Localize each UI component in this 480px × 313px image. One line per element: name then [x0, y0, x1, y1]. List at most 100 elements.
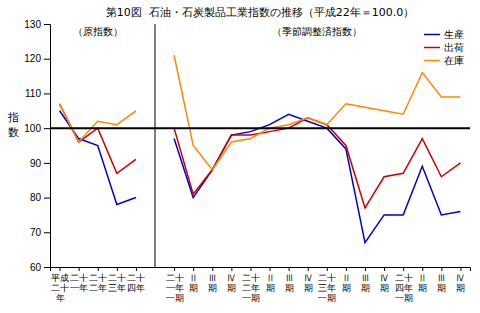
y-tick: 130: [24, 19, 50, 30]
x-axis: 平成二十年二十一年二十二年二十三年二十四年二十一年一期Ⅱ期Ⅲ期Ⅳ期二十二年一期Ⅱ…: [51, 267, 471, 303]
x-tick-mark: [441, 267, 442, 271]
x-tick: 二十三年一期: [318, 267, 336, 303]
y-tick-mark: [44, 93, 50, 94]
x-tick-mark: [60, 267, 61, 271]
reference-line: [50, 127, 470, 129]
y-tick: 100: [24, 123, 50, 134]
x-tick: 二十四年: [127, 267, 145, 293]
y-tick-mark: [44, 163, 50, 164]
x-tick-label: 平成二十年: [51, 273, 69, 303]
legend-label: 在庫: [444, 55, 464, 66]
y-tick-mark: [44, 24, 50, 25]
y-tick-mark: [44, 198, 50, 199]
x-tick-label: Ⅳ期: [456, 273, 465, 293]
x-tick-label: Ⅱ期: [266, 273, 275, 293]
x-tick-mark: [308, 267, 309, 271]
y-tick: 120: [24, 53, 50, 64]
y-tick-label: 100: [24, 123, 41, 134]
x-tick-mark: [403, 267, 404, 271]
plot-area: [50, 55, 470, 242]
series-line: [60, 104, 461, 208]
y-tick-mark: [44, 128, 50, 129]
x-tick-label: Ⅳ期: [380, 273, 389, 293]
x-tick: 平成二十年: [51, 267, 69, 303]
x-tick-label: 二十二年: [89, 273, 107, 293]
x-tick: Ⅲ期: [208, 267, 217, 293]
legend-swatch: [424, 47, 440, 49]
x-tick-mark: [270, 267, 271, 271]
y-tick: 60: [30, 262, 50, 273]
y-tick: 110: [25, 88, 50, 99]
x-tick-label: 二十三年一期: [318, 273, 336, 303]
annotation: （原指数）: [73, 26, 123, 37]
x-tick: Ⅲ期: [361, 267, 370, 293]
legend-swatch: [424, 34, 440, 36]
x-tick-mark: [231, 267, 232, 271]
x-axis-line: [51, 268, 471, 272]
x-tick: Ⅳ期: [380, 267, 389, 293]
y-axis-title: 指数: [7, 111, 19, 138]
x-tick-mark: [98, 267, 99, 271]
x-tick-label: 二十二年一期: [242, 273, 260, 303]
x-tick-mark: [289, 267, 290, 271]
x-tick-mark: [212, 267, 213, 271]
x-tick-mark: [79, 267, 80, 271]
x-tick-label: Ⅲ期: [285, 273, 294, 293]
legend-label: 生産: [444, 29, 464, 40]
y-tick-label: 70: [30, 227, 42, 238]
title: 第10図 石油・石炭製品工業指数の推移（平成22年＝100.0）: [106, 6, 414, 19]
x-tick: Ⅲ期: [285, 267, 294, 293]
x-tick-label: Ⅲ期: [361, 273, 370, 293]
x-tick: Ⅲ期: [437, 267, 446, 293]
series-line: [60, 111, 461, 243]
x-tick-mark: [193, 267, 194, 271]
x-tick-label: Ⅳ期: [304, 273, 313, 293]
x-tick-mark: [174, 267, 175, 271]
x-tick-label: 二十一年: [70, 273, 88, 293]
y-tick: 70: [30, 227, 50, 238]
x-tick-mark: [136, 267, 137, 271]
x-tick: 二十一年一期: [166, 267, 184, 303]
x-tick: 二十一年: [70, 267, 88, 293]
y-axis-line: [44, 25, 51, 268]
x-tick-mark: [365, 267, 366, 271]
x-tick: Ⅳ期: [456, 267, 465, 293]
y-tick-mark: [44, 59, 50, 60]
x-tick-mark: [422, 267, 423, 271]
y-axis: 60 70 80 90 100 110 120 130: [24, 19, 50, 273]
y-tick-mark: [44, 267, 50, 268]
x-tick-label: 二十四年: [127, 273, 145, 293]
x-tick-mark: [327, 267, 328, 271]
x-tick: Ⅱ期: [266, 267, 275, 293]
x-tick: Ⅱ期: [418, 267, 427, 293]
y-tick-mark: [44, 232, 50, 233]
y-tick-label: 80: [30, 192, 42, 203]
x-tick-mark: [384, 267, 385, 271]
x-tick-mark: [117, 267, 118, 271]
x-tick: Ⅳ期: [304, 267, 313, 293]
x-tick: 二十二年: [89, 267, 107, 293]
x-tick-label: Ⅱ期: [418, 273, 427, 293]
x-tick-label: 二十一年一期: [166, 273, 184, 303]
x-tick: Ⅱ期: [342, 267, 351, 293]
legend-item: 出荷: [424, 42, 464, 53]
y-tick-label: 60: [30, 262, 42, 273]
x-tick-label: 二十四年一期: [395, 273, 413, 303]
x-tick: 二十三年: [108, 267, 126, 293]
legend-item: 生産: [424, 29, 464, 40]
x-tick-label: Ⅱ期: [342, 273, 351, 293]
legend-label: 出荷: [444, 42, 464, 53]
series-line: [60, 55, 461, 170]
annotation: （季節調整済指数）: [272, 26, 362, 37]
section-divider: [155, 24, 156, 267]
y-tick: 80: [30, 192, 50, 203]
y-tick-label: 90: [30, 158, 42, 169]
x-tick-label: Ⅲ期: [437, 273, 446, 293]
y-tick-label: 110: [25, 88, 41, 99]
x-tick: 二十四年一期: [395, 267, 413, 303]
x-tick: Ⅱ期: [189, 267, 198, 293]
y-tick-label: 120: [24, 53, 41, 64]
x-tick: Ⅳ期: [227, 267, 236, 293]
x-tick-label: Ⅲ期: [208, 273, 217, 293]
y-tick: 90: [30, 158, 50, 169]
